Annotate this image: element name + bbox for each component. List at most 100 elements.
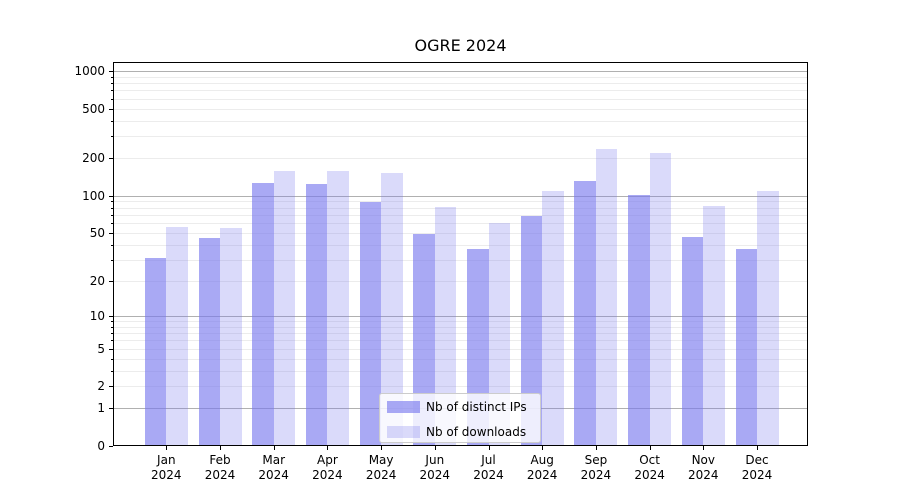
y-minor-tick-mark <box>111 83 113 85</box>
bar-downloads-dec <box>757 191 779 446</box>
x-tick-year: 2024 <box>151 468 182 482</box>
x-tick-label: Feb 2024 <box>188 453 252 483</box>
bar-downloads-nov <box>703 206 725 446</box>
x-tick-label: Oct 2024 <box>618 453 682 483</box>
gridline-minor <box>113 222 808 224</box>
gridline-minor <box>113 386 808 388</box>
x-tick-month: Jun <box>425 453 445 467</box>
gridline-minor <box>113 214 808 216</box>
gridline-minor <box>113 201 808 203</box>
bar-ips-jan <box>144 257 167 446</box>
gridline-minor <box>113 333 808 335</box>
y-tick-label: 100 <box>82 188 105 203</box>
x-tick-year: 2024 <box>312 468 343 482</box>
bar-ips-sep <box>574 180 596 446</box>
bar-downloads-feb <box>220 227 242 446</box>
gridline-minor <box>113 232 808 234</box>
x-tick-mark <box>757 446 758 450</box>
bar-downloads-mar <box>273 170 296 446</box>
y-tick-label: 20 <box>89 273 105 288</box>
x-tick-year: 2024 <box>580 468 612 482</box>
x-tick-label: Aug 2024 <box>510 453 574 483</box>
x-tick-year: 2024 <box>365 468 397 482</box>
x-tick-month: Dec <box>745 453 769 467</box>
x-tick-month: May <box>368 453 394 467</box>
legend-label-ips: Nb of distinct IPs <box>426 400 527 414</box>
x-tick-year: 2024 <box>258 468 289 482</box>
x-tick-mark <box>649 446 651 450</box>
x-tick-month: Apr <box>317 453 338 467</box>
x-tick-mark <box>488 446 490 450</box>
gridline-minor <box>113 348 808 350</box>
x-tick-label: Jan 2024 <box>134 453 198 483</box>
x-tick-month: Jul <box>481 453 496 467</box>
bar-ips-aug <box>520 216 543 446</box>
gridline-minor <box>113 326 808 328</box>
bar-downloads-aug <box>542 191 564 446</box>
gridline-minor <box>113 259 808 261</box>
gridline-minor <box>113 370 808 372</box>
y-minor-tick-mark <box>111 259 113 261</box>
x-tick-label: Jul 2024 <box>457 453 521 483</box>
y-tick-label: 5 <box>97 341 105 356</box>
y-minor-tick-mark <box>111 98 113 100</box>
x-tick-label: Dec 2024 <box>725 453 789 483</box>
x-tick-label: Mar 2024 <box>242 453 306 483</box>
y-tick-label: 10 <box>89 308 105 323</box>
y-minor-tick-mark <box>111 222 113 224</box>
x-tick-year: 2024 <box>473 468 504 482</box>
legend: Nb of distinct IPs Nb of downloads <box>379 393 541 443</box>
chart-title: OGRE 2024 <box>414 36 507 55</box>
x-tick-mark <box>434 446 436 450</box>
legend-swatch-downloads <box>387 426 420 438</box>
bar-ips-feb <box>198 238 220 446</box>
bar-downloads-sep <box>595 149 618 446</box>
y-minor-tick-mark <box>111 326 113 328</box>
x-tick-month: Jan <box>157 453 176 467</box>
y-minor-tick-mark <box>111 136 113 138</box>
y-tick-mark <box>109 386 113 388</box>
y-minor-tick-mark <box>111 321 113 323</box>
x-tick-mark <box>220 446 221 450</box>
gridline-minor <box>113 98 808 100</box>
bar-downloads-may <box>381 173 403 446</box>
y-tick-label: 1 <box>97 401 105 416</box>
gridline-minor <box>113 244 808 246</box>
x-tick-month: Feb <box>209 453 231 467</box>
bar-ips-may <box>359 201 382 446</box>
x-tick-month: Aug <box>530 453 554 467</box>
gridline-minor <box>113 90 808 92</box>
y-minor-tick-mark <box>111 244 113 246</box>
x-tick-year: 2024 <box>204 468 236 482</box>
legend-row: Nb of distinct IPs <box>380 395 540 419</box>
y-tick-mark <box>109 195 113 197</box>
x-tick-mark <box>166 446 168 450</box>
y-tick-mark <box>109 446 113 447</box>
x-tick-mark <box>381 446 383 450</box>
x-tick-label: Sep 2024 <box>564 453 628 483</box>
y-tick-mark <box>109 71 113 73</box>
y-tick-label: 50 <box>89 225 105 240</box>
x-tick-mark <box>273 446 275 450</box>
y-minor-tick-mark <box>111 358 113 360</box>
bar-downloads-jul <box>488 222 510 446</box>
x-tick-year: 2024 <box>634 468 665 482</box>
bar-ips-oct <box>628 195 650 446</box>
gridline-major <box>113 315 808 317</box>
y-minor-tick-mark <box>111 76 113 78</box>
bar-downloads-apr <box>327 171 349 446</box>
x-tick-mark <box>703 446 705 450</box>
y-minor-tick-mark <box>111 90 113 92</box>
x-tick-month: Oct <box>639 453 660 467</box>
gridline-minor <box>113 108 808 110</box>
x-tick-label: May 2024 <box>349 453 413 483</box>
x-tick-label: Apr 2024 <box>295 453 359 483</box>
y-tick-label: 1000 <box>74 64 105 79</box>
y-minor-tick-mark <box>111 333 113 335</box>
bar-ips-nov <box>681 237 704 446</box>
y-minor-tick-mark <box>111 207 113 209</box>
legend-label-downloads: Nb of downloads <box>426 425 527 439</box>
y-minor-tick-mark <box>111 120 113 122</box>
y-tick-mark <box>109 108 113 110</box>
